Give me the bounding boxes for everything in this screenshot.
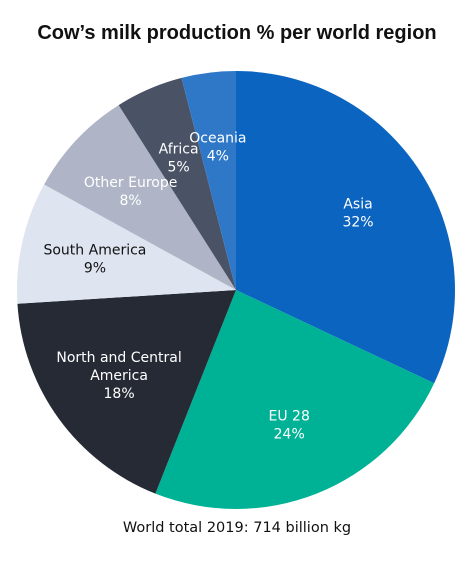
pie-slice-africa bbox=[118, 77, 236, 291]
slice-percent: 18% bbox=[104, 386, 135, 402]
pie-slice-north-and-central-america bbox=[17, 290, 237, 494]
slice-label-other-europe: Other Europe 8% bbox=[84, 175, 177, 209]
slice-percent: 4% bbox=[207, 149, 229, 165]
slice-label-eu-28: EU 28 24% bbox=[269, 408, 310, 442]
pie-slice-south-america bbox=[16, 184, 236, 304]
pie-slice-eu-28 bbox=[155, 290, 435, 510]
pie-slice-oceania bbox=[181, 71, 236, 290]
slice-name: America bbox=[90, 368, 148, 384]
chart-footnote: World total 2019: 714 billion kg bbox=[122, 520, 352, 536]
slice-percent: 24% bbox=[274, 426, 305, 442]
slice-label-south-america: South America 9% bbox=[43, 242, 146, 276]
slice-percent: 9% bbox=[84, 260, 106, 276]
slice-name: Other Europe bbox=[84, 175, 177, 191]
slice-name: Asia bbox=[343, 197, 372, 213]
slice-label-north-and-central-america: North and Central America 18% bbox=[56, 350, 181, 402]
slice-name: North and Central bbox=[56, 350, 181, 366]
slice-percent: 5% bbox=[167, 159, 189, 175]
slice-name: Africa bbox=[159, 141, 199, 157]
slice-percent: 8% bbox=[120, 193, 142, 209]
slice-percent: 32% bbox=[342, 215, 373, 231]
pie-slice-asia bbox=[236, 71, 456, 384]
slice-label-asia: Asia 32% bbox=[342, 197, 373, 231]
pie-slice-other-europe bbox=[44, 105, 236, 290]
slice-name: Oceania bbox=[189, 131, 246, 147]
chart-title: Cow’s milk production % per world region bbox=[37, 22, 437, 44]
slice-label-africa: Africa 5% bbox=[159, 141, 199, 175]
pie-labels: Asia 32% EU 28 24% North and Central America 1… bbox=[43, 131, 373, 443]
pie-slices bbox=[16, 71, 456, 510]
slice-name: EU 28 bbox=[269, 408, 310, 424]
slice-label-oceania: Oceania 4% bbox=[189, 131, 246, 165]
slice-name: South America bbox=[43, 242, 146, 258]
